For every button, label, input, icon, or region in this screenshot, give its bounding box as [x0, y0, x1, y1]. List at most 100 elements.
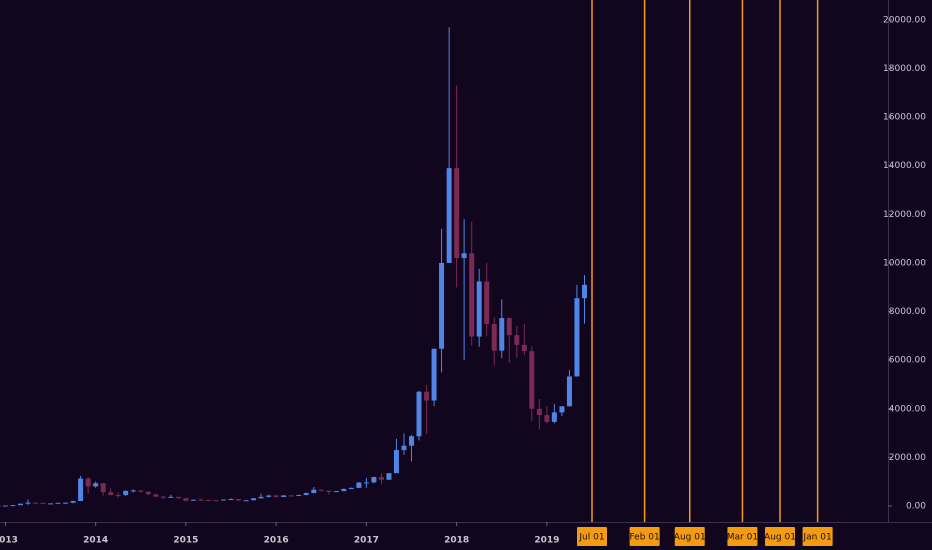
y-tick-label: 12000.00: [883, 210, 926, 220]
candle-body: [401, 445, 407, 451]
candle-body: [514, 335, 520, 345]
candle-body: [409, 436, 415, 446]
candle-body: [574, 298, 580, 377]
candle-body: [198, 499, 204, 501]
candle-body: [499, 318, 505, 351]
y-tick-label: 6000.00: [889, 356, 926, 366]
candle-body: [25, 502, 31, 504]
candle-body: [228, 499, 234, 501]
candle-body: [326, 490, 332, 492]
candle-body: [123, 490, 129, 496]
candle-body: [333, 491, 339, 493]
candle-body: [461, 253, 467, 259]
marker-label-box: [577, 527, 607, 546]
candle-body: [115, 495, 121, 497]
x-tick-label: 2019: [534, 536, 559, 546]
candle-body: [341, 488, 347, 492]
y-tick-label: 18000.00: [883, 64, 926, 74]
candle-body: [205, 500, 211, 502]
candle-body: [175, 496, 181, 499]
y-tick-label: 20000.00: [883, 15, 926, 25]
candle-body: [551, 412, 557, 422]
candle-body: [582, 284, 588, 299]
candle-body: [318, 489, 324, 491]
candle-body: [281, 495, 287, 497]
candle-body: [536, 408, 542, 416]
marker-label: Mar 01: [727, 533, 758, 543]
candle-body: [160, 496, 166, 498]
candle-body: [273, 495, 279, 497]
candle-body: [190, 499, 196, 501]
candle-body: [476, 281, 482, 337]
candle-body: [296, 495, 302, 497]
marker-label-box: [629, 527, 660, 546]
candle-body: [439, 262, 445, 349]
candle-body: [100, 483, 106, 493]
candle-body: [221, 499, 227, 501]
marker-label: Jul 01: [578, 533, 604, 543]
y-tick-label: 4000.00: [889, 404, 926, 414]
marker-label: Feb 01: [629, 533, 659, 543]
candle-body: [303, 493, 309, 496]
candle-body: [484, 281, 490, 324]
y-tick-label: 2000.00: [889, 453, 926, 463]
x-tick-label: 2014: [83, 536, 108, 546]
x-tick-label: 2016: [264, 536, 289, 546]
candle-body: [32, 502, 38, 504]
candle-body: [145, 491, 151, 495]
candle-body: [356, 482, 362, 488]
candle-body: [431, 348, 437, 401]
y-tick-label: 10000.00: [883, 258, 926, 268]
candle-body: [566, 376, 572, 407]
marker-label-box: [727, 527, 758, 546]
marker-label: Aug 01: [764, 533, 796, 543]
y-tick-label: 8000.00: [889, 307, 926, 317]
marker-label-box: [674, 527, 705, 546]
candle-body: [93, 483, 99, 487]
x-tick-label: 2017: [354, 536, 379, 546]
candle-body: [288, 495, 294, 497]
candle-body: [55, 502, 61, 504]
candle-body: [393, 450, 399, 474]
candle-body: [454, 168, 460, 259]
marker-label: Aug 01: [674, 533, 706, 543]
candle-body: [371, 477, 377, 483]
candle-body: [529, 351, 535, 409]
candle-body: [386, 473, 392, 480]
candle-body: [559, 406, 565, 413]
candle-body: [108, 492, 114, 496]
candle-body: [424, 391, 430, 401]
candle-body: [258, 496, 264, 499]
candle-body: [10, 505, 16, 507]
candle-body: [78, 478, 84, 502]
candle-body: [491, 323, 497, 351]
marker-label: Jan 01: [803, 533, 832, 543]
x-tick-label: 2013: [0, 536, 18, 546]
candle-body: [63, 502, 69, 504]
candle-body: [266, 495, 272, 497]
candle-body: [506, 318, 512, 336]
y-tick-label: 16000.00: [883, 113, 926, 123]
candle-body: [311, 489, 317, 494]
candle-body: [48, 503, 54, 505]
candle-body: [348, 487, 354, 489]
candle-body: [130, 490, 136, 492]
candle-body: [213, 500, 219, 502]
x-tick-label: 2018: [444, 536, 469, 546]
candle-body: [138, 490, 144, 492]
candle-body: [70, 501, 76, 503]
candle-body: [363, 482, 369, 484]
candle-body: [378, 477, 384, 480]
candle-body: [40, 502, 46, 504]
candle-body: [236, 499, 242, 501]
candle-body: [469, 253, 475, 337]
candle-body: [251, 498, 257, 501]
candle-body: [243, 500, 249, 502]
candle-body: [85, 478, 91, 487]
y-tick-label: 14000.00: [883, 161, 926, 171]
candle-body: [544, 415, 550, 422]
y-tick-label: 0.00: [906, 501, 926, 511]
candle-body: [416, 391, 422, 437]
